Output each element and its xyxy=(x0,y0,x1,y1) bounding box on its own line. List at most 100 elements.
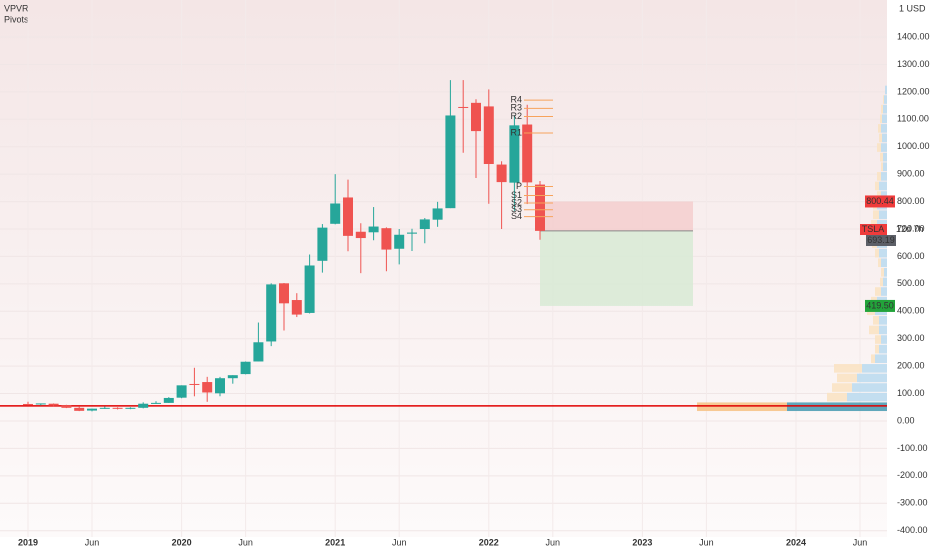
volume-up xyxy=(885,85,887,95)
volume-up xyxy=(884,268,887,277)
pivot-label: S3 xyxy=(511,204,522,214)
volume-up xyxy=(879,248,887,258)
y-tick-label: 1100.00 xyxy=(897,114,929,124)
volume-down xyxy=(878,258,881,268)
volume-down xyxy=(875,344,879,354)
pivot-label: R3 xyxy=(510,103,522,113)
candle-body xyxy=(138,403,149,408)
y-tick-label: -100.00 xyxy=(897,443,928,453)
time-axis-background xyxy=(0,537,887,550)
volume-up xyxy=(883,152,887,162)
candle-body xyxy=(509,125,520,183)
stop-tag-label: 800.44 xyxy=(866,196,894,206)
price-axis-background xyxy=(887,0,932,550)
candle-body xyxy=(23,403,33,405)
volume-down xyxy=(881,104,883,114)
volume-down xyxy=(827,392,847,402)
candle-body xyxy=(215,378,225,394)
candle-body xyxy=(496,164,507,183)
volume-down xyxy=(873,210,879,220)
position-reward xyxy=(540,230,693,306)
volume-up xyxy=(881,124,887,133)
volume-down xyxy=(873,316,879,325)
volume-up xyxy=(883,277,887,287)
volume-down xyxy=(879,133,882,143)
y-tick-label: 1400.00 xyxy=(897,31,930,41)
y-tick-label: 300.00 xyxy=(897,333,925,343)
candle-body xyxy=(112,407,123,409)
y-tick-label: 400.00 xyxy=(897,306,925,316)
candle-body xyxy=(445,115,456,209)
volume-down xyxy=(875,335,881,344)
candle-body xyxy=(355,231,366,239)
volume-down xyxy=(877,172,881,181)
volume-up xyxy=(852,383,887,392)
symbol-tag xyxy=(860,224,887,235)
volume-down xyxy=(834,364,862,373)
candle-body xyxy=(253,342,264,362)
x-tick-label: 2019 xyxy=(18,537,38,547)
volume-down xyxy=(880,152,883,162)
volume-down xyxy=(883,95,884,104)
volume-down xyxy=(837,373,857,383)
pivot-label: S1 xyxy=(511,190,522,200)
candle-body xyxy=(202,382,213,393)
candle-body xyxy=(317,227,328,261)
candle-body xyxy=(535,184,545,231)
candle-body xyxy=(87,408,97,411)
volume-up xyxy=(882,114,887,124)
x-tick-label: 2020 xyxy=(172,537,192,547)
volume-down xyxy=(869,325,879,335)
pivot-label: S2 xyxy=(511,197,522,207)
volume-down xyxy=(832,383,852,392)
volume-up xyxy=(879,210,887,220)
candle-body xyxy=(432,208,443,220)
candle-body xyxy=(483,106,494,165)
x-tick-label: Jun xyxy=(85,537,100,547)
candle-body xyxy=(61,405,72,408)
x-tick-label: Jun xyxy=(546,537,561,547)
volume-up xyxy=(787,402,887,412)
candle-body xyxy=(189,383,200,385)
candle-body xyxy=(368,226,379,233)
countdown-label: 12d 7h xyxy=(896,224,924,234)
x-tick-label: 2023 xyxy=(632,537,652,547)
volume-up xyxy=(875,354,887,364)
volume-up xyxy=(882,133,887,143)
y-tick-label: -300.00 xyxy=(897,498,928,508)
volume-down xyxy=(878,124,881,133)
volume-up xyxy=(857,373,887,383)
y-tick-label: 700.00 xyxy=(897,223,925,233)
stop-tag xyxy=(865,195,895,208)
y-tick-label: 1000.00 xyxy=(897,141,930,151)
x-tick-label: Jun xyxy=(392,537,407,547)
volume-down xyxy=(880,277,883,287)
volume-up xyxy=(881,287,887,296)
target-tag-label: 419.50 xyxy=(866,300,894,310)
y-tick-label: 1200.00 xyxy=(897,86,930,96)
candle-body xyxy=(458,106,469,108)
y-tick-label: 0.00 xyxy=(897,415,915,425)
volume-up xyxy=(879,344,887,354)
volume-down xyxy=(875,248,879,258)
candle-body xyxy=(240,361,251,375)
candle-body xyxy=(176,385,187,398)
candle-body xyxy=(163,397,174,403)
candle-body xyxy=(471,102,481,132)
volume-down xyxy=(875,181,879,191)
pivot-label: P xyxy=(516,181,522,191)
candle-body xyxy=(522,124,533,183)
volume-up xyxy=(847,392,887,402)
volume-up xyxy=(881,258,887,268)
volume-up xyxy=(881,335,887,344)
volume-up xyxy=(881,172,887,181)
candle-body xyxy=(35,403,46,405)
candle-body xyxy=(291,300,302,315)
plot-background xyxy=(0,0,887,537)
y-tick-label: 900.00 xyxy=(897,169,925,179)
candle-body xyxy=(330,203,341,224)
volume-up xyxy=(862,364,887,373)
indicator-label: VPVR xyxy=(4,3,29,13)
